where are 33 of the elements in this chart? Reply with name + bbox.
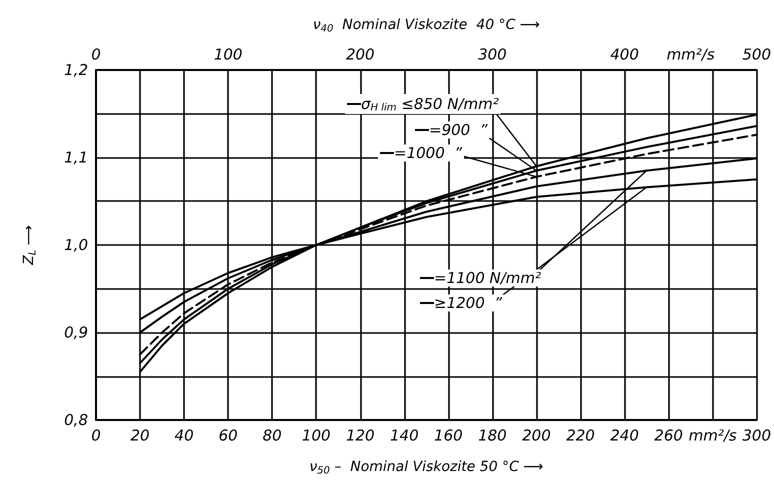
x-tick-label: 300 <box>742 426 772 444</box>
x-tick-label: mm²/s <box>688 426 737 444</box>
legend-label: ≥1200 ” <box>434 294 502 312</box>
x-tick-label: 220 <box>566 426 595 444</box>
x-tick-label: 240 <box>610 426 639 444</box>
x2-tick-label: 0 <box>91 46 101 64</box>
y-tick-label: 0,9 <box>64 324 88 342</box>
x-tick-label: 40 <box>174 426 194 444</box>
legend-label: =1000 ” <box>394 144 462 162</box>
y-tick-label: 0,8 <box>64 411 88 429</box>
x-tick-label: 200 <box>522 426 551 444</box>
x-tick-label: 20 <box>130 426 150 444</box>
x2-tick-label: 300 <box>478 46 507 64</box>
legend-label: =1100 N/mm² <box>434 269 542 287</box>
x-tick-label: 0 <box>91 426 101 444</box>
x2-tick-label: 200 <box>346 46 375 64</box>
x-tick-label: 140 <box>390 426 419 444</box>
legend-label: =900 ” <box>429 121 488 139</box>
x2-tick-label: mm²/s <box>666 46 715 64</box>
y-axis-title: ZL ⟶ <box>21 225 38 266</box>
x-tick-label: 180 <box>478 426 507 444</box>
y-tick-label: 1,1 <box>64 148 88 166</box>
x2-tick-label: 100 <box>214 46 242 64</box>
x2-tick-label: 500 <box>742 46 772 64</box>
x-tick-label: 80 <box>262 426 282 444</box>
x-tick-label: 120 <box>346 426 375 444</box>
x-tick-label: 260 <box>654 426 683 444</box>
x-tick-label: 160 <box>434 426 463 444</box>
x-tick-label: 60 <box>218 426 238 444</box>
x2-tick-label: 400 <box>610 46 639 64</box>
y-tick-label: 1,2 <box>64 61 88 79</box>
x-tick-label: 100 <box>302 426 331 444</box>
y-tick-label: 1,0 <box>64 236 88 254</box>
